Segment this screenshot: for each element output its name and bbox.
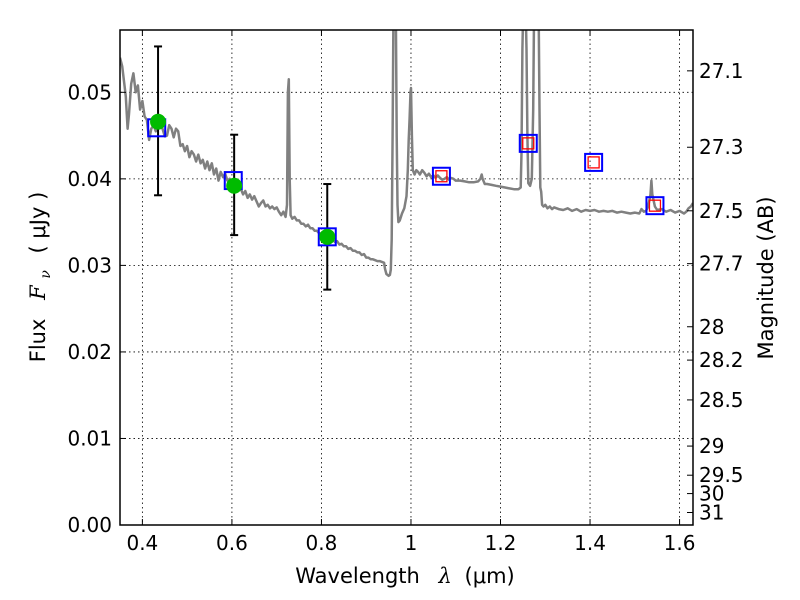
x-tick-label: 1.2 xyxy=(485,531,517,555)
y-axis-unit: ( μJy ) xyxy=(26,192,50,254)
y-axis-symbol: F xyxy=(26,284,50,301)
x-tick-label: 1.6 xyxy=(664,531,696,555)
upper-limit-square xyxy=(648,199,662,212)
x-tick-label: 1.4 xyxy=(574,531,606,555)
y2-tick-label: 27.5 xyxy=(699,199,744,223)
x-tick-label: 0.8 xyxy=(306,531,338,555)
y-axis-label: Flux xyxy=(26,319,50,363)
y-tick-label: 0.05 xyxy=(67,80,112,104)
y2-tick-label: 28.5 xyxy=(699,388,744,412)
x-tick-label: 0.4 xyxy=(126,531,158,555)
x-tick-label: 0.6 xyxy=(216,531,248,555)
x-axis-title: Wavelength λ (μm) xyxy=(295,564,514,588)
y2-tick-label: 30 xyxy=(699,482,724,506)
data-marks xyxy=(120,30,693,291)
sed-model-line xyxy=(120,30,693,278)
y-tick-label: 0.04 xyxy=(67,167,112,191)
model-flux-square xyxy=(518,133,538,153)
y2-tick-label: 29 xyxy=(699,434,724,458)
model-flux-square xyxy=(317,227,337,247)
y-tick-label: 0.03 xyxy=(67,253,112,277)
y-axis-title: Flux F ν ( μJy ) xyxy=(26,192,55,363)
upper-limit-square xyxy=(587,156,600,169)
model-flux-square xyxy=(645,196,665,216)
y2-tick-label: 27.1 xyxy=(699,59,744,83)
y-tick-label: 0.01 xyxy=(67,426,112,450)
y2-tick-label: 27.3 xyxy=(699,135,744,159)
y-axis-subscript: ν xyxy=(38,270,54,279)
y-axis: 0.00 0.01 0.02 0.03 0.04 0.05 xyxy=(67,80,126,537)
x-tick-label: 1 xyxy=(405,531,418,555)
observed-flux-point xyxy=(226,177,243,194)
y2-tick-label: 28.2 xyxy=(699,348,744,372)
y2-tick-label: 29.5 xyxy=(699,463,744,487)
upper-limit-square xyxy=(522,137,535,150)
y2-tick-label: 28 xyxy=(699,315,724,339)
model-flux-square xyxy=(431,166,451,186)
x-axis-symbol: λ xyxy=(438,564,452,588)
y-tick-label: 0.02 xyxy=(67,340,112,364)
observed-flux-point xyxy=(150,113,167,130)
x-axis-unit: (μm) xyxy=(465,564,515,588)
upper-limit-square xyxy=(435,170,448,183)
y2-tick-label: 27.7 xyxy=(699,252,744,276)
model-flux-square xyxy=(584,152,604,172)
x-axis-label: Wavelength xyxy=(295,564,420,588)
grid xyxy=(120,30,693,525)
y2-tick-label: 31 xyxy=(699,500,724,524)
x-axis: 0.4 0.6 0.8 1 1.2 1.4 1.6 xyxy=(126,30,695,555)
observed-flux-point xyxy=(319,228,336,245)
plot-frame xyxy=(119,29,694,526)
y-tick-label: 0.00 xyxy=(67,513,112,537)
y2-axis-title: Magnitude (AB) xyxy=(754,196,778,359)
